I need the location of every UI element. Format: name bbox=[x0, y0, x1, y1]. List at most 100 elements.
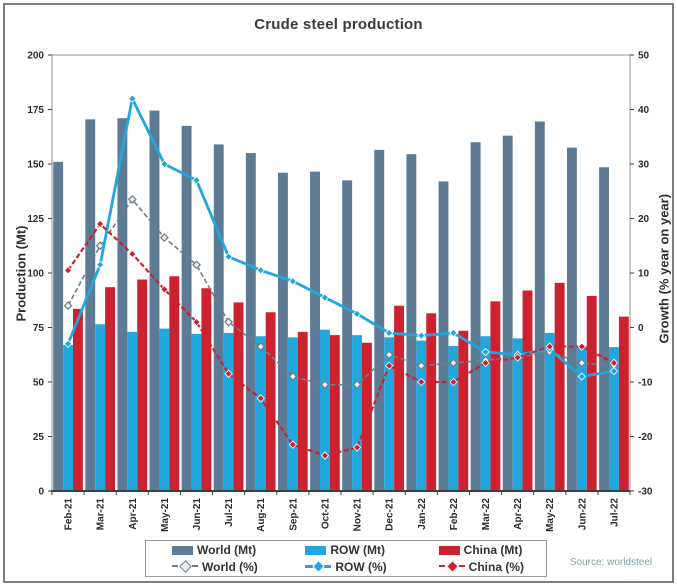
x-tick-label: Feb-21 bbox=[64, 498, 75, 531]
data-point-marker bbox=[352, 443, 362, 452]
data-point-marker bbox=[448, 358, 458, 368]
data-point-marker bbox=[128, 94, 137, 103]
bar bbox=[53, 161, 64, 491]
bar bbox=[480, 336, 491, 491]
data-point-marker bbox=[385, 328, 394, 338]
x-tick-label: Aug-21 bbox=[256, 498, 267, 532]
bar bbox=[566, 147, 577, 491]
bar bbox=[245, 153, 256, 491]
bar bbox=[502, 135, 513, 491]
y-tick-label-right: 30 bbox=[638, 160, 650, 171]
x-tick-label: Oct-21 bbox=[320, 498, 331, 530]
bar bbox=[169, 276, 180, 491]
legend-item-world-pct: World (%) bbox=[146, 560, 279, 574]
world-pct-line-icon bbox=[172, 560, 198, 574]
data-point-marker bbox=[320, 293, 330, 302]
data-point-marker bbox=[449, 328, 458, 338]
y-tick-label-left: 125 bbox=[27, 214, 44, 225]
legend-label: ROW (%) bbox=[335, 559, 387, 574]
x-tick-label: Nov-21 bbox=[353, 498, 364, 532]
bar bbox=[310, 171, 320, 491]
data-point-marker bbox=[320, 380, 330, 390]
data-point-marker bbox=[160, 285, 169, 294]
bar bbox=[127, 331, 138, 491]
line-path bbox=[66, 97, 615, 378]
bar bbox=[223, 332, 234, 491]
data-point-marker bbox=[609, 358, 619, 368]
legend: World (Mt) ROW (Mt) China (Mt) World (%)… bbox=[145, 540, 547, 577]
data-point-marker bbox=[449, 377, 458, 387]
data-point-marker bbox=[288, 277, 297, 286]
bar bbox=[255, 336, 266, 491]
bar bbox=[159, 328, 170, 491]
x-tick-label: Jun-21 bbox=[192, 498, 203, 531]
bar bbox=[554, 282, 565, 491]
x-tick-label: Sep-21 bbox=[288, 498, 299, 531]
bar bbox=[95, 324, 106, 491]
y-tick-label-right: -10 bbox=[638, 378, 653, 389]
y-tick-label-left: 175 bbox=[27, 105, 44, 116]
bar bbox=[85, 119, 96, 491]
legend-item-row-pct: ROW (%) bbox=[279, 560, 412, 574]
x-tick-label: Mar-22 bbox=[481, 498, 492, 531]
data-point-marker bbox=[63, 301, 73, 311]
data-point-marker bbox=[288, 372, 298, 381]
x-tick-label: Apr-22 bbox=[513, 498, 524, 530]
bar bbox=[137, 279, 148, 491]
bar bbox=[352, 335, 363, 491]
x-tick-label: Apr-21 bbox=[128, 498, 139, 530]
data-point-marker bbox=[224, 317, 234, 327]
data-point-marker bbox=[352, 380, 362, 390]
legend-label: China (%) bbox=[468, 559, 524, 574]
bar bbox=[544, 332, 555, 491]
world-mt-swatch-icon bbox=[172, 545, 193, 555]
x-tick-label: Jan-22 bbox=[417, 498, 428, 530]
data-point-marker bbox=[288, 440, 297, 449]
x-tick-label: Mar-21 bbox=[96, 498, 107, 531]
bar bbox=[329, 335, 340, 491]
legend-item-row-mt: ROW (Mt) bbox=[279, 543, 412, 557]
data-point-marker bbox=[159, 233, 169, 243]
y-tick-label-right: 20 bbox=[638, 214, 650, 225]
data-point-marker bbox=[513, 353, 522, 362]
data-point-marker bbox=[545, 342, 554, 351]
bar bbox=[384, 337, 395, 491]
data-point-marker bbox=[320, 451, 330, 460]
y-tick-label-left: 100 bbox=[27, 269, 44, 280]
data-point-marker bbox=[224, 252, 233, 261]
y-tick-label-right: 10 bbox=[638, 269, 650, 280]
x-tick-label: Jul-22 bbox=[609, 498, 620, 527]
data-point-marker bbox=[577, 372, 586, 381]
bar bbox=[201, 288, 212, 491]
data-point-marker bbox=[96, 260, 105, 269]
bar bbox=[297, 331, 308, 491]
data-point-marker bbox=[63, 339, 73, 349]
bar bbox=[287, 337, 298, 491]
data-point-marker bbox=[192, 260, 201, 270]
bar bbox=[213, 144, 224, 491]
y-tick-label-left: 75 bbox=[33, 323, 45, 334]
data-point-marker bbox=[224, 369, 233, 378]
legend-label: World (Mt) bbox=[197, 543, 257, 558]
data-point-marker bbox=[481, 347, 490, 357]
bar bbox=[618, 316, 629, 491]
data-point-marker bbox=[192, 317, 201, 327]
legend-label: World (%) bbox=[202, 559, 258, 574]
chart-title: Crude steel production bbox=[254, 16, 423, 33]
bar bbox=[73, 308, 83, 491]
bar-series-0 bbox=[53, 110, 609, 492]
line-series-1 bbox=[63, 94, 619, 381]
y-tick-label-left: 0 bbox=[38, 487, 44, 498]
row-pct-line-icon bbox=[305, 560, 332, 574]
bar bbox=[63, 344, 74, 491]
source-credit: Source: worldsteel bbox=[569, 557, 653, 568]
y-tick-label-left: 50 bbox=[33, 378, 45, 389]
data-point-marker bbox=[416, 361, 426, 371]
bar bbox=[277, 172, 288, 491]
china-mt-swatch-icon bbox=[438, 545, 460, 555]
y-tick-label-right: 40 bbox=[638, 105, 650, 116]
y-tick-label-right: -20 bbox=[638, 432, 653, 443]
bar bbox=[394, 305, 405, 491]
